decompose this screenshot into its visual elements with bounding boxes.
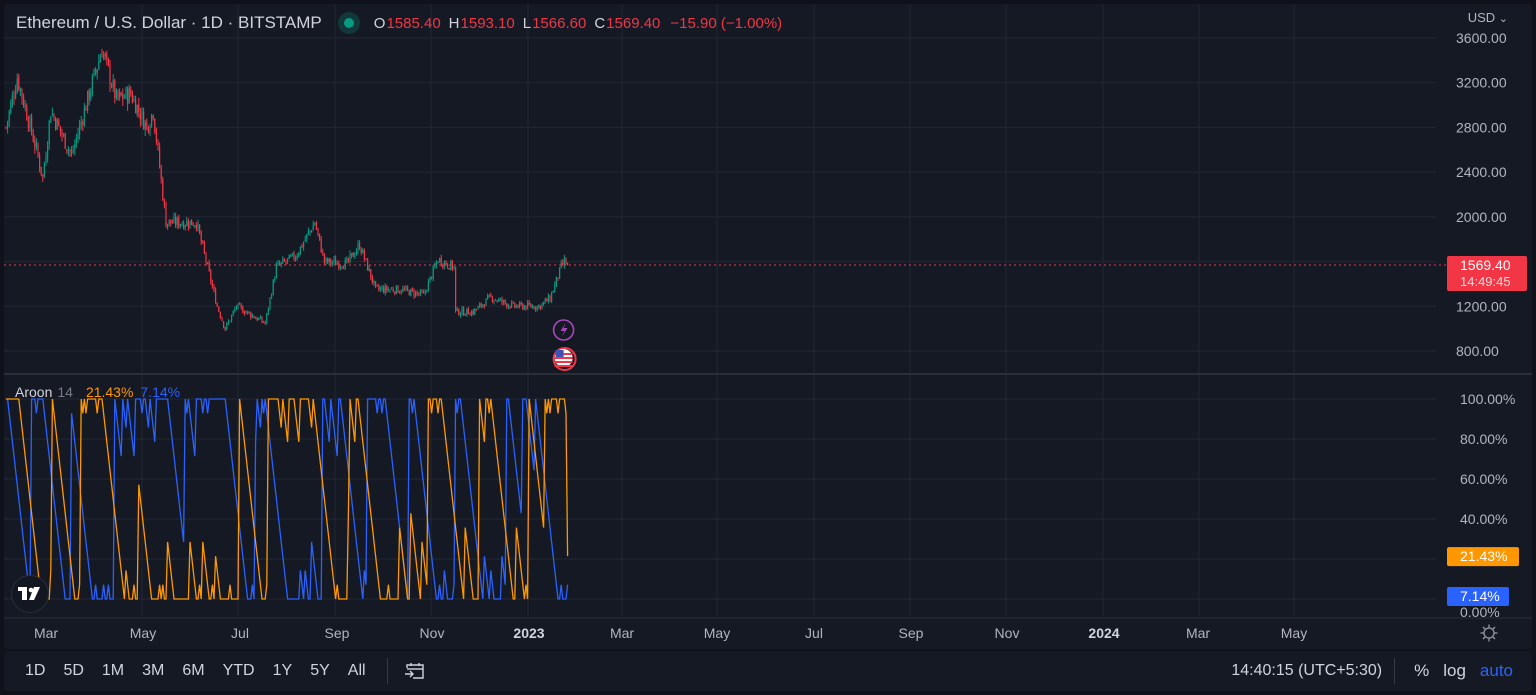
aroon-up-line [6,398,569,600]
aroon-axis-label: 40.00% [1460,511,1507,527]
range-ytd-button[interactable]: YTD [222,662,255,679]
svg-text:14:49:45: 14:49:45 [1460,274,1511,289]
aroon-axis-label: 60.00% [1460,471,1507,487]
chart-frame[interactable]: 3600.00 3200.00 2800.00 2400.00 2000.00 1200.… [4,4,1532,649]
percent-scale-toggle[interactable]: % [1414,661,1430,680]
lightning-event-icon [552,319,575,341]
time-axis-label: 2023 [513,625,544,641]
go-to-date-calendar-icon[interactable] [400,661,430,682]
time-axis-label: Nov [995,625,1020,641]
indicator-name: Aroon [15,384,53,400]
price-axis-label: 800.00 [1456,343,1499,359]
high-label: H [448,14,460,32]
close-label: C [594,14,606,32]
toolbar-divider [1394,658,1396,684]
time-axis-label: May [130,625,156,641]
indicator-length: 14 [57,384,73,400]
price-axis-label: 1200.00 [1456,298,1507,314]
time-axis-label: Mar [610,625,634,641]
open-value: 1585.40 [386,14,441,32]
aroon-axis-label: 80.00% [1460,431,1507,447]
market-open-status-icon [337,12,360,34]
time-axis-label: Mar [34,625,58,641]
symbol-legend: Ethereum / U.S. Dollar · 1D · BITSTAMP O… [16,12,782,34]
range-1m-button[interactable]: 1M [101,662,125,679]
log-scale-toggle[interactable]: log [1443,661,1466,680]
bottom-toolbar: 1D 5D 1M 3M 6M YTD 1Y 5Y All 14:40:15 (U… [4,651,1532,691]
price-axis-label: 3200.00 [1456,75,1507,91]
change-value: −15.90 (−1.00%) [670,14,783,32]
range-3m-button[interactable]: 3M [142,662,165,679]
price-axis-label: 3600.00 [1456,30,1507,46]
aroon-up-badge [1447,547,1519,567]
tradingview-logo-icon[interactable] [11,575,49,613]
time-axis-label: May [704,625,730,641]
low-label: L [522,14,532,32]
last-price-badge [1447,255,1527,291]
aroon-axis-label: 0.00% [1460,604,1500,620]
high-value: 1593.10 [460,14,515,32]
toolbar-divider [386,658,388,684]
chart-canvas[interactable]: 3600.00 3200.00 2800.00 2400.00 2000.00 1200.… [4,4,1532,649]
aroon-up-value: 21.43% [85,384,134,400]
timezone-clock[interactable]: 14:40:15 (UTC+5:30) [1231,662,1383,679]
svg-text:1569.40: 1569.40 [1460,257,1511,273]
ohlc-values: O 1585.40 H 1593.10 L 1566.60 C 1569.40 … [374,15,782,32]
time-axis-label: Jul [231,625,249,641]
time-axis-label: Mar [1186,625,1210,641]
aroon-legend[interactable]: Aroon 14 21.43% 7.14% [15,384,180,400]
currency-selector[interactable]: USD ⌄ [1468,10,1508,25]
aroon-down-badge [1447,587,1509,606]
price-axis-label: 2000.00 [1456,209,1507,225]
svg-text:21.43%: 21.43% [1460,548,1507,564]
price-axis-label: 2400.00 [1456,164,1507,180]
time-axis-label: Jul [805,625,823,641]
svg-text:7.14%: 7.14% [1460,588,1500,604]
range-5d-button[interactable]: 5D [63,662,84,679]
range-6m-button[interactable]: 6M [182,662,205,679]
aroon-down-line [6,398,569,600]
symbol-title[interactable]: Ethereum / U.S. Dollar · 1D · BITSTAMP [16,13,322,32]
auto-scale-toggle[interactable]: auto [1479,661,1513,680]
time-axis-label: Sep [325,625,350,641]
chart-settings-gear-icon[interactable] [1480,624,1498,642]
currency-label: USD [1467,10,1496,25]
low-value: 1566.60 [532,14,587,32]
close-value: 1569.40 [606,14,661,32]
time-axis-label: Sep [899,625,924,641]
chevron-down-icon: ⌄ [1498,13,1508,25]
time-axis-label: Nov [420,625,445,641]
aroon-down-value: 7.14% [140,384,181,400]
open-label: O [373,14,386,32]
us-flag-event-icon [552,347,577,371]
aroon-axis-label: 100.00% [1460,391,1515,407]
bottom-right-tools: 14:40:15 (UTC+5:30) % log auto [1231,658,1520,684]
candlestick-series [5,48,569,332]
time-axis-label: 2024 [1088,625,1119,641]
range-all-button[interactable]: All [347,662,366,679]
time-axis-label: May [1281,625,1307,641]
price-axis-label: 2800.00 [1456,119,1507,135]
range-1y-button[interactable]: 1Y [272,662,293,679]
range-1d-button[interactable]: 1D [25,662,46,679]
range-5y-button[interactable]: 5Y [310,662,330,679]
